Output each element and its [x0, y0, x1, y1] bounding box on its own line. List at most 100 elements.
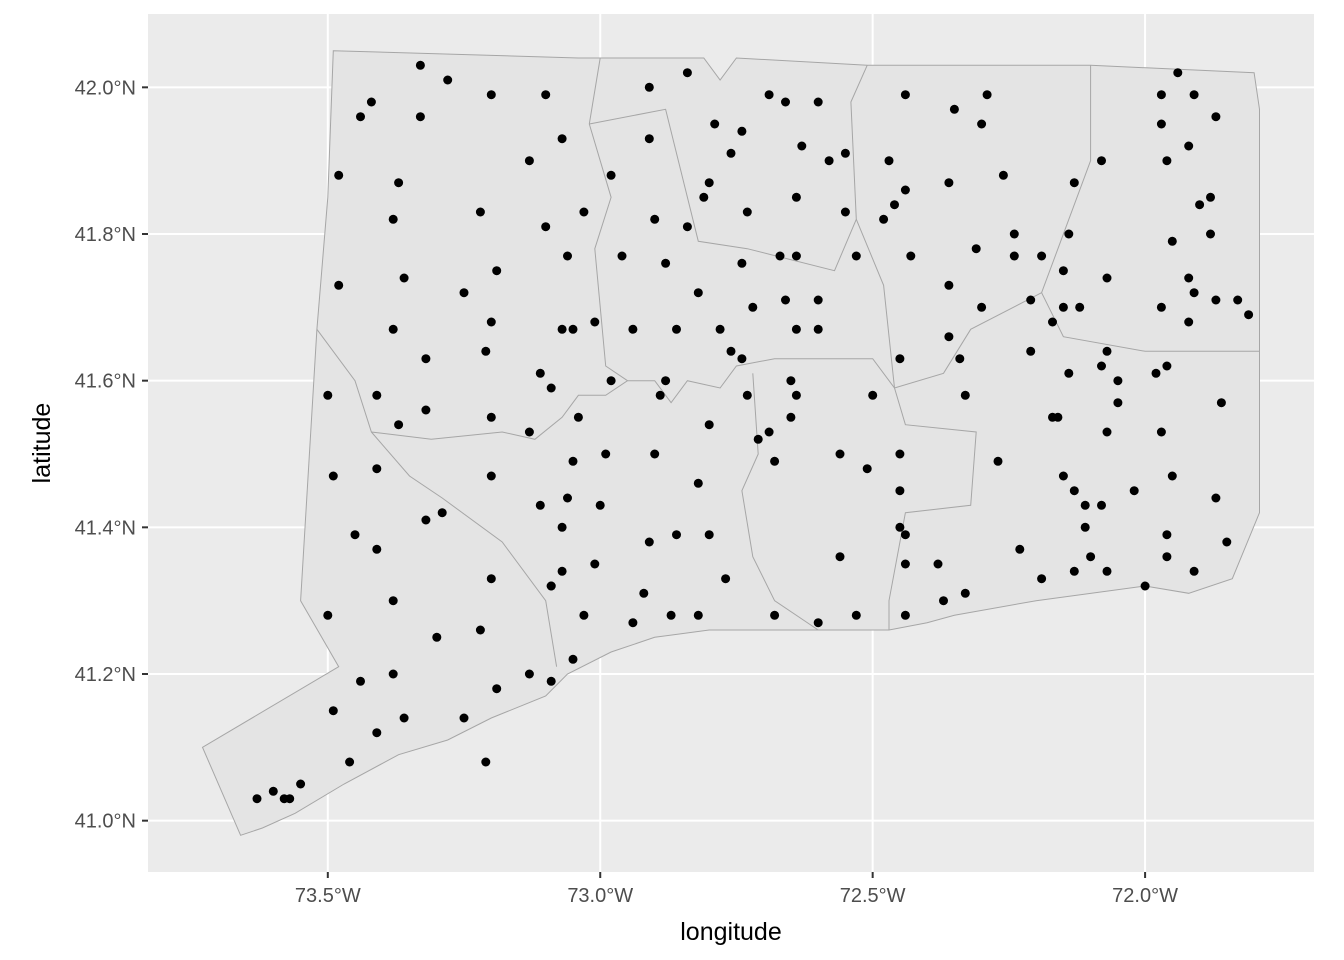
data-point [573, 412, 583, 422]
data-point [415, 112, 425, 122]
data-point [421, 405, 431, 415]
data-point [813, 295, 823, 305]
data-point [1167, 236, 1177, 246]
county-boundary [589, 65, 868, 272]
data-point [737, 126, 747, 136]
data-point [1189, 288, 1199, 298]
data-point [742, 207, 752, 217]
data-point [557, 134, 567, 144]
y-tick-label: 41.8°N [75, 224, 136, 246]
data-point [1206, 229, 1215, 239]
data-point [693, 478, 703, 488]
y-tick-label: 41.2°N [75, 664, 136, 686]
data-point [862, 464, 872, 474]
data-point [557, 324, 567, 334]
data-point [1097, 361, 1106, 371]
x-tick-label: 72.0°W [1112, 885, 1178, 907]
data-point [1222, 537, 1232, 547]
data-point [459, 713, 469, 723]
data-point [977, 302, 987, 312]
data-point [1097, 156, 1106, 166]
data-point [813, 618, 823, 628]
data-point [770, 456, 780, 466]
data-point [1026, 346, 1036, 356]
data-point [1069, 486, 1079, 496]
data-point [481, 757, 491, 767]
data-point [824, 156, 834, 166]
data-point [1156, 427, 1166, 437]
data-point [372, 728, 382, 738]
data-point [432, 632, 442, 642]
data-point [1113, 376, 1123, 386]
x-axis-title: longitude [680, 918, 781, 946]
data-point [268, 786, 278, 796]
data-point [388, 214, 398, 224]
data-point [606, 376, 616, 386]
data-point [1156, 302, 1166, 312]
data-point [742, 390, 752, 400]
data-point [1156, 119, 1166, 129]
data-point [388, 596, 398, 606]
data-point [672, 530, 681, 540]
data-point [721, 574, 731, 584]
data-point [672, 324, 681, 334]
data-point [835, 449, 845, 459]
data-point [1069, 178, 1079, 188]
data-point [644, 537, 654, 547]
data-point [737, 354, 747, 364]
data-point [1113, 398, 1123, 408]
y-axis-title: latitude [28, 403, 56, 484]
data-point [1058, 471, 1068, 481]
x-tick-label: 73.5°W [295, 885, 361, 907]
data-point [1206, 192, 1215, 202]
data-point [895, 522, 905, 532]
data-point [791, 390, 801, 400]
data-point [492, 684, 502, 694]
data-point [813, 97, 823, 107]
data-point [285, 794, 295, 804]
data-point [960, 588, 970, 598]
data-point [459, 288, 469, 298]
data-point [394, 178, 404, 188]
data-point [944, 280, 954, 290]
county-boundary [855, 65, 1092, 389]
data-point [486, 471, 496, 481]
data-point [1184, 141, 1194, 151]
data-point [851, 251, 861, 261]
data-point [704, 420, 714, 430]
y-tick-label: 41.6°N [75, 371, 136, 393]
data-point [710, 119, 720, 129]
data-point [693, 610, 703, 620]
data-point [955, 354, 965, 364]
data-point [486, 90, 496, 100]
y-tick-label: 42.0°N [75, 77, 136, 99]
data-point [388, 324, 398, 334]
data-point [415, 60, 425, 70]
data-point [481, 346, 491, 356]
data-point [443, 75, 453, 85]
data-point [1184, 273, 1194, 283]
data-point [1173, 68, 1183, 78]
data-point [939, 596, 948, 606]
data-point [535, 368, 545, 378]
data-point [900, 610, 910, 620]
data-point [1009, 229, 1019, 239]
data-point [1075, 302, 1085, 312]
data-point [437, 508, 447, 518]
data-point [835, 552, 845, 562]
data-point [982, 90, 992, 100]
data-point [726, 346, 736, 356]
region-polygons [201, 50, 1260, 836]
county-boundary [888, 387, 977, 630]
data-point [666, 610, 676, 620]
data-point [650, 449, 660, 459]
data-point [563, 251, 572, 261]
data-point [764, 427, 774, 437]
data-point [1211, 112, 1221, 122]
data-point [486, 317, 496, 327]
data-point [655, 390, 665, 400]
data-point [993, 456, 1003, 466]
data-point [699, 192, 709, 202]
data-point [546, 676, 556, 686]
data-point [563, 493, 572, 503]
